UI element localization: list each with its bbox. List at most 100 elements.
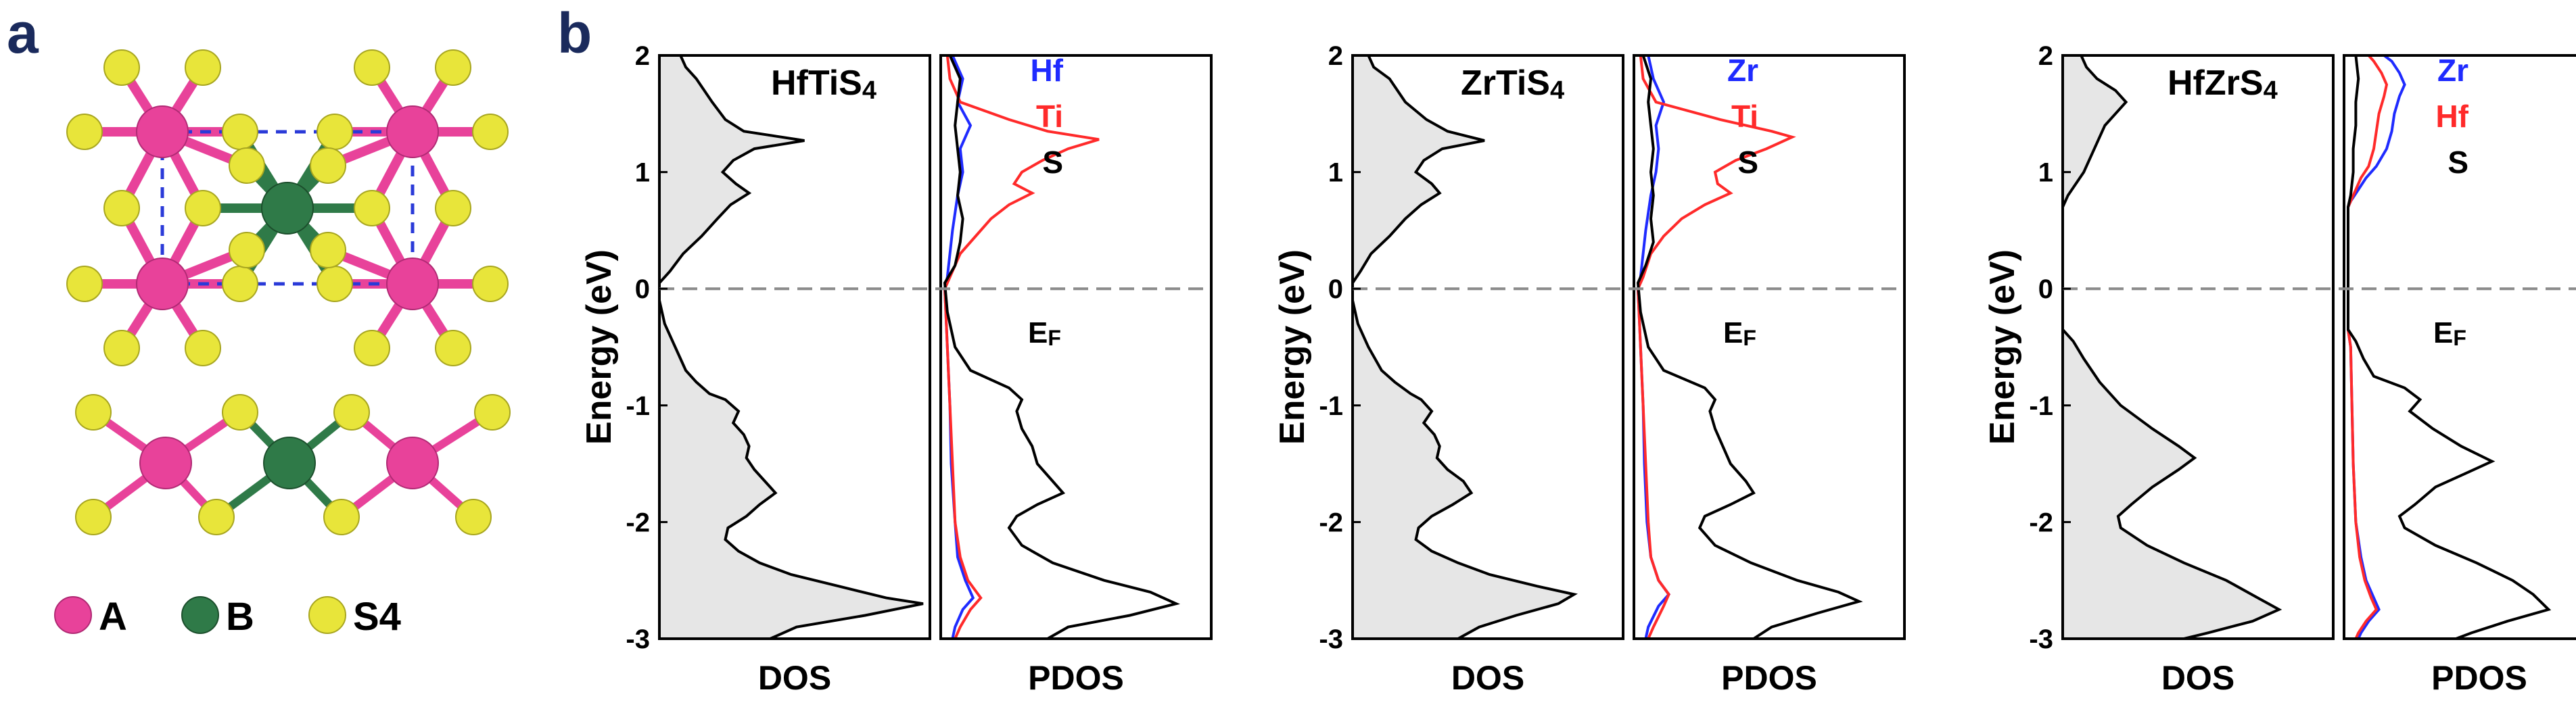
dos-frame [2061,54,2335,640]
chart-zrtis4: 2 1 0 -1 -2 -3 Energy (eV) DOS PDOS ZrTiS4 Zr Ti S EF [1273,41,1906,697]
pdos-series-s [2347,55,2552,640]
fermi-level-label: EF [2433,316,2466,350]
y-tick-label: -1 [1319,391,1343,421]
x-label-dos: DOS [758,659,831,697]
y-axis-label: Energy (eV) [1983,249,2022,445]
unit-cell [160,130,415,286]
y-tick-label: 1 [2038,158,2053,188]
fermi-level-label: EF [1723,316,1756,350]
dos-frame [1351,54,1624,640]
atom-s [354,49,390,86]
atom-s [66,266,103,302]
y-tick-label: 1 [635,158,650,188]
atom-s [222,394,258,431]
legend-entry-ti: Ti [1731,99,1758,134]
fermi-level-label: EF [1028,316,1061,350]
y-tick-label: -2 [626,508,650,537]
x-label-dos: DOS [2161,659,2234,697]
x-label-pdos: PDOS [1721,659,1817,697]
panel-label-b: b [557,1,592,65]
panel-label-a: a [7,1,39,65]
crystal-structure-diagram [66,49,511,535]
atom-b [263,437,316,489]
legend-entry-s: S [1737,145,1758,180]
atom-s [317,114,353,150]
atom-s [222,114,258,150]
y-axis-label: Energy (eV) [580,249,619,445]
legend-entry-zr: Zr [1727,53,1758,88]
atom-s [474,394,511,431]
y-tick-label: 0 [2038,274,2053,304]
legend-entry-s: S [1042,145,1063,180]
pdos-frame [1633,54,1906,640]
y-tick-label: -2 [1319,508,1343,537]
atom-b [261,182,314,235]
dos-fill-area [2063,55,2279,639]
atom-s [317,266,353,302]
atom-s [472,114,509,150]
chart-title: HfZrS4 [2168,64,2278,105]
atom-a [139,437,192,489]
legend-entry-s: S [2448,145,2468,180]
chart-hfzrs4: 2 1 0 -1 -2 -3 Energy (eV) DOS PDOS HfZrS4 Zr Hf S EF [1983,41,2576,697]
legend-atom-b-marker [181,596,219,634]
x-label-pdos: PDOS [2431,659,2527,697]
dos-fill-area [659,55,923,639]
dos-line [1351,55,1578,640]
atom-a [386,258,439,310]
atom-s [455,499,492,535]
atom-s [435,49,471,86]
atom-s [185,190,221,226]
atom-s [435,190,471,226]
atom-s [222,266,258,302]
atom-s [354,190,390,226]
chart-hftis4: 2 1 0 -1 -2 -3 Energy (eV) DOS PDOS HfTiS4 Hf Ti S EF [580,41,1213,697]
pdos-frame [939,54,1213,640]
pdos-frame [2343,54,2576,640]
dos-line [2061,55,2282,640]
pdos-series-ti [943,55,1100,639]
atom-s [103,330,140,366]
legend-atom-a-marker [54,596,92,634]
pdos-series-s [943,55,1181,640]
atom-s [185,330,221,366]
atom-s [103,190,140,226]
y-tick-label: 0 [1328,274,1343,304]
y-tick-label: 1 [1328,158,1343,188]
legend-atom-s-marker [308,596,346,634]
y-tick-label: -1 [626,391,650,421]
y-tick-label: -3 [2029,625,2053,654]
pdos-series-s [1636,55,1863,640]
atom-s [75,499,112,535]
atom-s [323,499,360,535]
dos-frame [658,54,931,640]
chart-title: ZrTiS4 [1461,64,1564,105]
y-tick-label: -3 [626,625,650,654]
atom-s [66,114,103,150]
atom-a [386,105,439,158]
x-label-pdos: PDOS [1028,659,1124,697]
legend-entry-hf: Hf [1030,53,1063,88]
pdos-series-ti [1636,55,1796,639]
y-tick-label: -3 [1319,625,1343,654]
y-tick-label: -2 [2029,508,2053,537]
y-tick-label: 2 [2038,41,2053,71]
atom-a [136,105,189,158]
atom-s [75,394,112,431]
legend-entry-ti: Ti [1036,99,1063,134]
legend-atom-s-label: S4 [353,595,401,639]
atom-s [229,232,265,268]
atom-a [386,437,439,489]
legend-entry-hf: Hf [2435,99,2468,134]
atom-s [435,330,471,366]
atom-s [198,499,235,535]
atom-s [354,330,390,366]
atom-s [185,49,221,86]
dos-fill-area [1353,55,1574,639]
structure-legend: A B S4 [54,595,401,639]
legend-atom-a-label: A [99,595,127,639]
y-tick-label: 2 [1328,41,1343,71]
legend-atom-b-label: B [226,595,254,639]
pdos-series-zr [2347,54,2406,639]
